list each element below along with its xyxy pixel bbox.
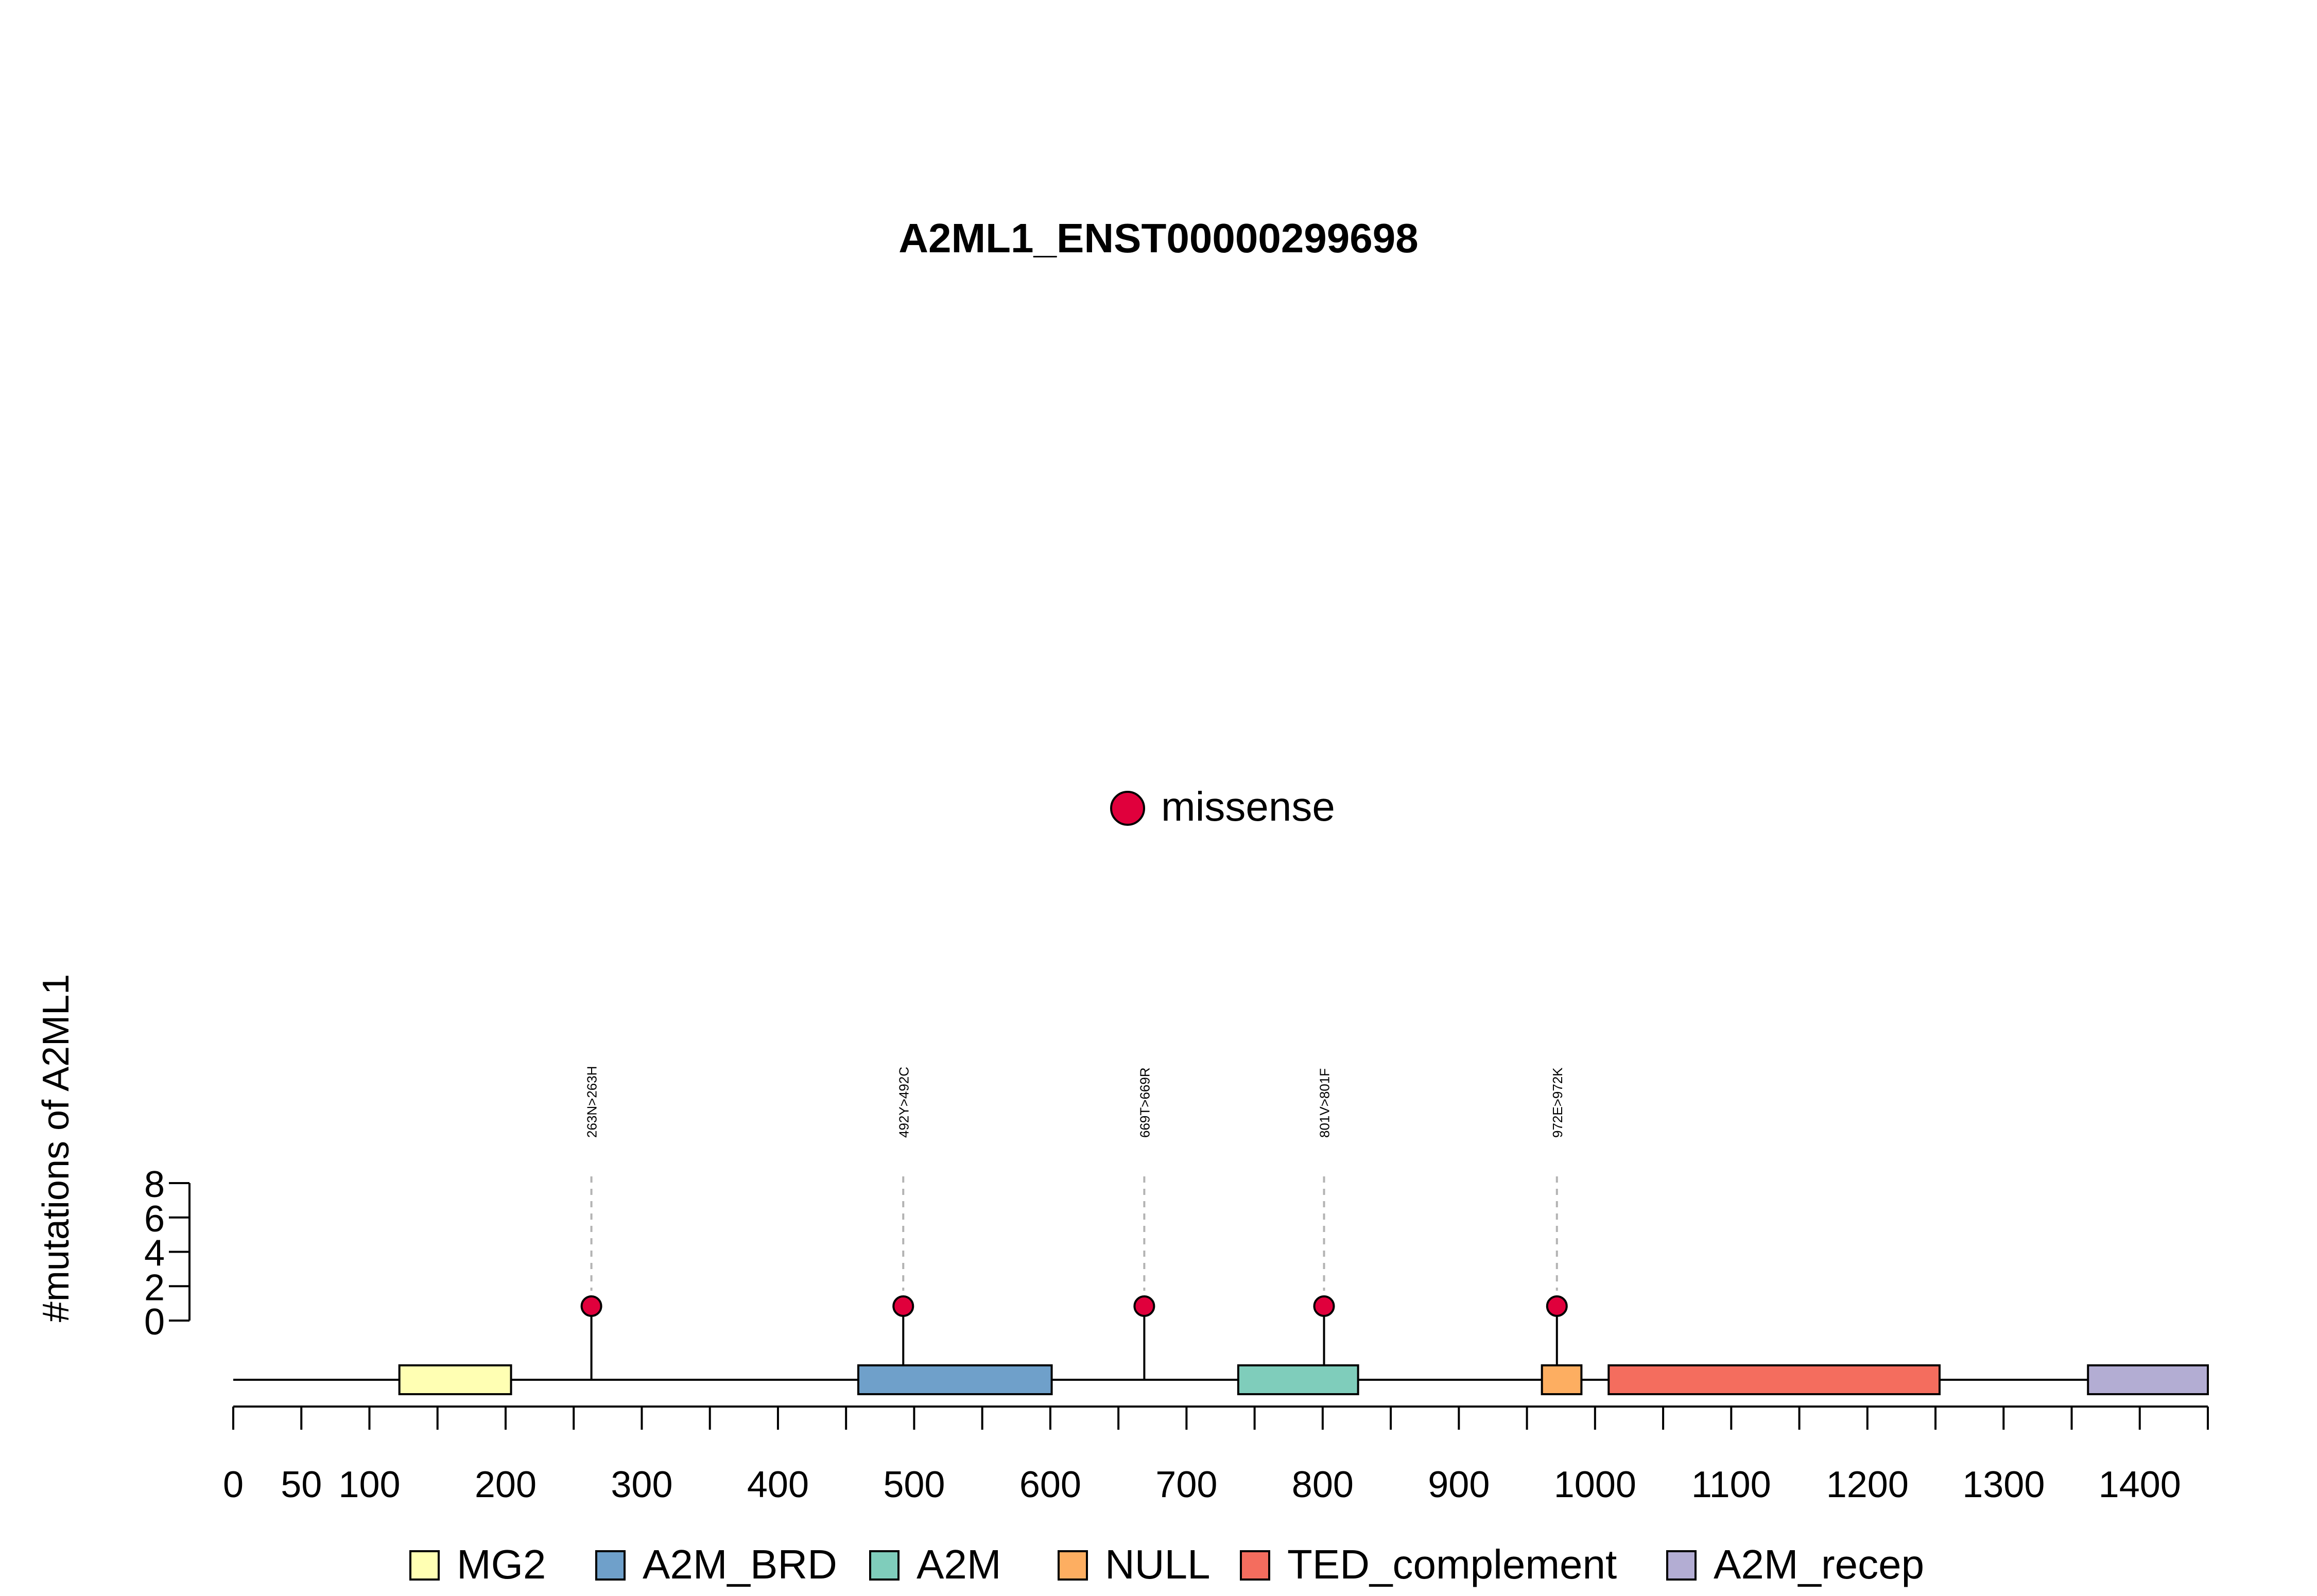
mutation-head [1546, 1295, 1568, 1317]
legend-label: A2M [917, 1541, 1001, 1587]
mutation-label: 669T>669R [1137, 1067, 1152, 1138]
mutation-label: 801V>801F [1317, 1068, 1333, 1138]
domain-legend: MG2 A2M_BRD A2M NULL TED_complement A2M_recep [409, 1541, 1924, 1587]
x-tick-label: 200 [475, 1464, 537, 1505]
x-tick-label: 300 [611, 1464, 672, 1505]
lollipop-stems: 263N>263H 492Y>492C 669T>669R 801V>801F 972E… [584, 1066, 1565, 1380]
legend-swatch [1666, 1550, 1697, 1581]
chart-title: A2ML1_ENST00000299698 [898, 215, 1419, 261]
legend-label: NULL [1105, 1541, 1211, 1587]
legend-label: A2M_BRD [643, 1541, 837, 1587]
x-tick-label: 800 [1292, 1464, 1354, 1505]
mutation-label: 492Y>492C [896, 1067, 911, 1138]
mutation-head [580, 1295, 602, 1317]
x-tick-label: 0 [223, 1464, 244, 1505]
domain-mg2 [398, 1364, 512, 1395]
mutation-label: 263N>263H [584, 1066, 600, 1138]
y-tick-label: 8 [144, 1164, 165, 1205]
x-tick-label: 400 [747, 1464, 809, 1505]
legend-label: A2M_recep [1714, 1541, 1924, 1587]
x-tick-label: 1200 [1826, 1464, 1909, 1505]
x-axis: 0 50 100 200 300 400 500 600 700 800 900 1000 1100 12… [223, 1406, 2209, 1505]
mutation-legend: missense [1110, 784, 1335, 829]
x-tick-label: 100 [338, 1464, 400, 1505]
legend-swatch [595, 1550, 626, 1581]
mutation-head [1133, 1295, 1155, 1317]
legend-swatch [1240, 1550, 1270, 1581]
legend-swatch [1058, 1550, 1088, 1581]
mutation-head [892, 1295, 914, 1317]
mutation-head [1313, 1295, 1335, 1317]
x-tick-label: 50 [281, 1464, 322, 1505]
legend-swatch [409, 1550, 440, 1581]
lollipop-heads [580, 1295, 1568, 1317]
domain-ted-complement [1607, 1364, 1941, 1395]
x-tick-label: 500 [883, 1464, 945, 1505]
x-tick-label: 1400 [2099, 1464, 2181, 1505]
x-tick-label: 900 [1428, 1464, 1490, 1505]
y-tick-label: 0 [144, 1302, 165, 1343]
x-tick-label: 700 [1155, 1464, 1217, 1505]
missense-legend-label: missense [1161, 784, 1335, 829]
domain-boxes [398, 1364, 2209, 1395]
mutation-label: 972E>972K [1550, 1067, 1565, 1138]
domain-a2m-brd [857, 1364, 1053, 1395]
legend-label: TED_complement [1287, 1541, 1617, 1587]
x-tick-label: 1300 [1962, 1464, 2045, 1505]
domain-a2m [1237, 1364, 1359, 1395]
legend-swatch [869, 1550, 900, 1581]
x-tick-label: 600 [1019, 1464, 1081, 1505]
domain-null [1541, 1364, 1583, 1395]
y-tick-label: 6 [144, 1199, 165, 1240]
y-tick-label: 4 [144, 1233, 165, 1274]
missense-legend-marker [1110, 791, 1145, 826]
x-tick-label: 1100 [1691, 1464, 1771, 1505]
legend-label: MG2 [457, 1541, 546, 1587]
domain-a2m-recep [2087, 1364, 2209, 1395]
y-axis-label: #mutations of A2ML1 [36, 974, 77, 1322]
x-tick-label: 1000 [1554, 1464, 1636, 1505]
y-tick-label: 2 [144, 1267, 165, 1308]
